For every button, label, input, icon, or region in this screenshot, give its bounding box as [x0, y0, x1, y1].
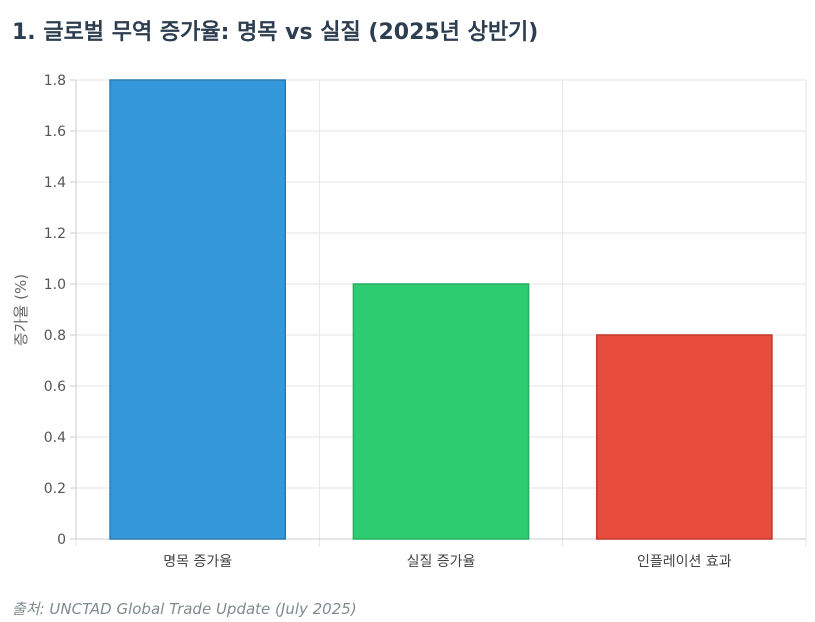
y-axis-ticks: 0 0.2 0.4 0.6 0.8 1.0 1.2 1.4 1.6 1.8 [44, 73, 66, 548]
y-tick-label: 0.2 [44, 481, 66, 497]
x-category-label: 명목 증가율 [163, 554, 232, 570]
y-tick-label: 1.6 [44, 124, 66, 140]
y-tick-label: 0.4 [44, 430, 66, 446]
bar [595, 334, 773, 540]
y-tick-label: 0 [57, 532, 66, 548]
y-tick-label: 0.6 [44, 379, 66, 395]
bars [109, 79, 773, 540]
y-tick-label: 1.0 [44, 277, 66, 293]
x-axis-labels: 명목 증가율 실질 증가율 인플레이션 효과 [163, 554, 732, 570]
y-axis-label: 증가율 (%) [12, 274, 30, 346]
y-tick-label: 1.4 [44, 175, 66, 191]
y-tick-label: 0.8 [44, 328, 66, 344]
bar [352, 283, 530, 540]
bar-chart: 0 0.2 0.4 0.6 0.8 1.0 1.2 1.4 1.6 1.8 명목 증가율 실질 증가… [12, 73, 807, 570]
source-note: 출처: UNCTAD Global Trade Update (July 202… [12, 600, 357, 618]
bar [109, 79, 287, 540]
chart-title: 1. 글로벌 무역 증가율: 명목 vs 실질 (2025년 상반기) [12, 20, 539, 45]
x-category-label: 인플레이션 효과 [637, 554, 732, 570]
y-tick-label: 1.8 [44, 73, 66, 89]
y-tick-label: 1.2 [44, 226, 66, 242]
x-category-label: 실질 증가율 [407, 554, 476, 570]
